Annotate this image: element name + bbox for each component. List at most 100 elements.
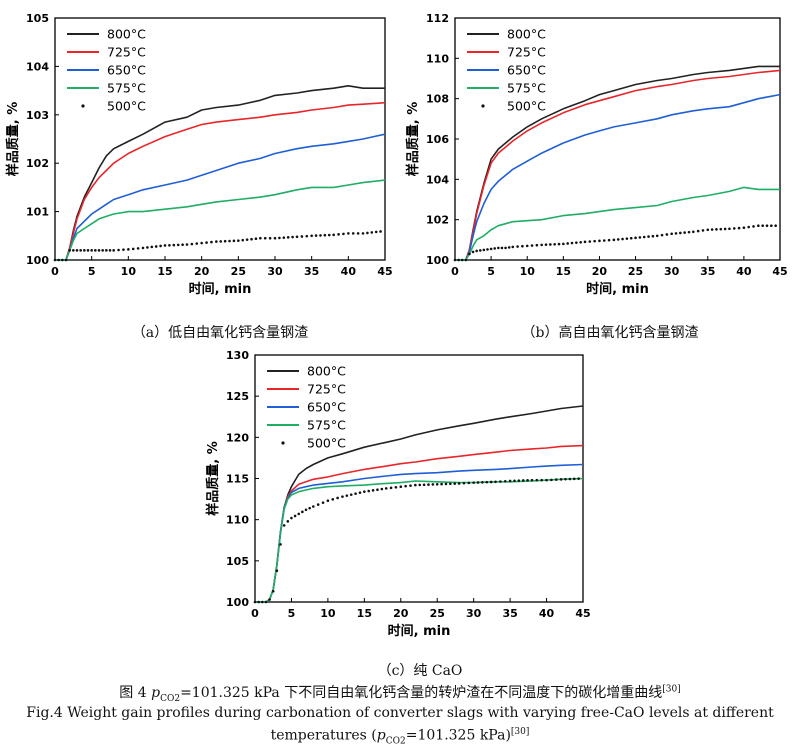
- data-point-500c: [494, 480, 497, 484]
- data-point-500c: [642, 235, 646, 239]
- data-point-500c: [374, 230, 378, 234]
- data-point-500c: [300, 235, 304, 238]
- caption-cn-pressure-symbol: p: [151, 685, 161, 701]
- data-point-500c: [431, 483, 435, 486]
- data-point-500c: [228, 239, 231, 243]
- legend-marker-500c: [81, 104, 85, 108]
- series-line-575c: [255, 477, 584, 603]
- data-point-500c: [593, 239, 596, 243]
- data-point-500c: [540, 478, 543, 482]
- data-point-500c: [254, 237, 258, 241]
- legend-label-800c: 800°C: [307, 364, 346, 379]
- data-point-500c: [723, 227, 727, 231]
- data-point-500c: [245, 238, 249, 241]
- data-point-500c: [53, 258, 57, 262]
- data-point-500c: [485, 480, 489, 484]
- data-point-500c: [588, 240, 592, 243]
- y-tick-label: 100: [426, 254, 449, 267]
- data-point-500c: [497, 246, 500, 250]
- data-point-500c: [264, 600, 268, 604]
- data-point-500c: [692, 230, 695, 234]
- data-point-500c: [310, 234, 313, 238]
- data-point-500c: [476, 481, 480, 484]
- data-point-500c: [508, 479, 512, 483]
- data-point-500c: [486, 248, 489, 251]
- legend-label-500c: 500°C: [107, 99, 146, 114]
- figure-canvas: 0 5 10 15 20 25 30 35 40 45100101102103104105时间, …: [5, 12, 788, 639]
- data-point-500c: [97, 249, 101, 252]
- data-point-500c: [389, 486, 393, 490]
- legend-label-500c: 500°C: [307, 436, 346, 451]
- data-point-500c: [286, 520, 290, 523]
- data-point-500c: [108, 249, 112, 252]
- data-point-500c: [625, 237, 629, 240]
- data-point-500c: [112, 249, 115, 252]
- data-point-500c: [737, 226, 741, 230]
- x-tick-label: 30: [267, 265, 283, 278]
- data-point-500c: [379, 230, 382, 233]
- data-point-500c: [105, 249, 108, 252]
- x-tick-label: 30: [664, 265, 680, 278]
- data-point-500c: [241, 238, 245, 242]
- data-point-500c: [577, 477, 580, 480]
- caption-cn-prefix: 图 4: [119, 685, 152, 701]
- data-point-500c: [371, 489, 375, 492]
- figure-caption-chinese: 图 4 pCO2=101.325 kPa 下不同自由氧化钙含量的转炉渣在不同温度…: [0, 682, 800, 703]
- data-point-500c: [83, 249, 86, 252]
- series-line-725c: [55, 101, 386, 261]
- data-point-500c: [210, 240, 213, 244]
- data-point-500c: [117, 248, 120, 252]
- figure-caption-english: Fig.4 Weight gain profiles during carbon…: [0, 704, 800, 751]
- data-point-500c: [304, 508, 308, 512]
- data-point-500c: [752, 225, 755, 228]
- data-point-500c: [286, 236, 290, 239]
- data-point-500c: [493, 247, 497, 250]
- data-point-500c: [598, 239, 601, 243]
- caption-en-line2-text: =101.325 kPa): [405, 727, 511, 744]
- data-point-500c: [683, 231, 686, 234]
- data-point-500c: [61, 258, 64, 262]
- data-point-500c: [291, 235, 294, 239]
- data-point-500c: [462, 481, 466, 485]
- x-tick-label: 45: [772, 265, 787, 278]
- data-point-500c: [774, 224, 777, 228]
- series-line-650c: [455, 93, 781, 261]
- data-point-500c: [323, 233, 327, 237]
- data-point-500c: [489, 247, 493, 251]
- data-point-500c: [457, 258, 460, 262]
- data-point-500c: [549, 243, 552, 246]
- data-point-500c: [674, 232, 678, 235]
- data-point-500c: [530, 478, 534, 482]
- y-tick-label: 108: [426, 93, 449, 106]
- data-point-500c: [90, 249, 93, 252]
- legend-label-650c: 650°C: [107, 63, 146, 78]
- data-point-500c: [526, 479, 529, 482]
- data-point-500c: [579, 240, 582, 244]
- data-point-500c: [301, 510, 304, 514]
- y-tick-label: 115: [226, 473, 249, 486]
- data-point-500c: [327, 233, 331, 237]
- data-point-500c: [621, 237, 624, 241]
- legend-label-800c: 800°C: [107, 27, 146, 42]
- data-point-500c: [761, 224, 764, 228]
- data-point-500c: [670, 232, 673, 236]
- data-point-500c: [223, 239, 227, 243]
- data-point-500c: [263, 236, 267, 240]
- data-point-500c: [568, 477, 572, 481]
- plot-frame: [254, 354, 584, 603]
- data-point-500c: [414, 483, 417, 487]
- y-tick-label: 112: [426, 12, 449, 25]
- data-point-500c: [361, 232, 365, 235]
- data-point-500c: [562, 242, 565, 246]
- data-point-500c: [481, 480, 484, 484]
- plot-frame: [54, 17, 386, 261]
- data-point-500c: [482, 248, 486, 252]
- x-axis-label: 时间, min: [586, 281, 649, 297]
- data-point-500c: [336, 496, 339, 500]
- data-point-500c: [478, 249, 482, 252]
- data-point-500c: [715, 228, 718, 231]
- legend-label-725c: 725°C: [507, 45, 546, 60]
- data-point-500c: [540, 243, 543, 247]
- data-point-500c: [765, 224, 769, 228]
- caption-cn-reference: [30]: [662, 684, 681, 695]
